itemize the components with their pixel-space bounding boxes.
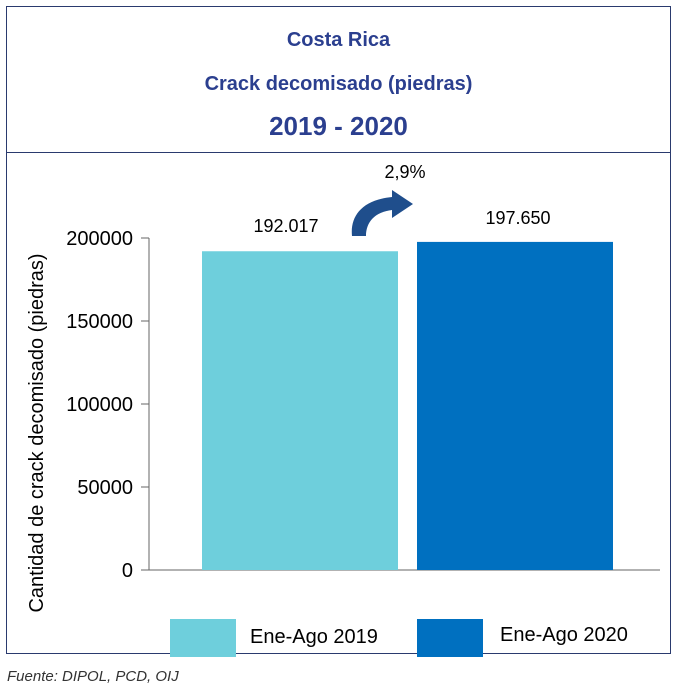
legend-label: Ene-Ago 2020 [500,624,628,646]
curved-arrow-icon [351,190,413,236]
y-tick-label: 150000 [66,311,133,333]
legend-swatch [170,619,236,657]
chart-legend: Ene-Ago 2019 Ene-Ago 2020 [170,619,628,657]
legend-label: Ene-Ago 2019 [250,626,378,648]
y-tick-label: 0 [122,560,133,582]
bar-value-label: 197.650 [485,208,550,228]
chart-subject-title: Crack decomisado (piedras) [204,73,473,95]
chart-country-title: Costa Rica [286,29,391,51]
chart-bars [202,241,613,571]
chart-value-labels: 192.017 197.650 [253,208,550,236]
y-axis-label: Cantidad de crack decomisado (piedras) [26,253,48,612]
legend-swatch [417,619,483,657]
bar-2 [417,241,613,570]
chart-period-title: 2019 - 2020 [269,111,408,141]
chart-header: Costa Rica Crack decomisado (piedras) 20… [7,7,670,153]
change-percent-label: 2,9% [384,162,425,182]
source-note: Fuente: DIPOL, PCD, OIJ [7,668,179,685]
bar-value-label: 192.017 [253,216,318,236]
y-tick-label: 100000 [66,394,133,416]
bar-1 [202,251,398,571]
change-indicator: 2,9% [351,162,426,236]
y-tick-label: 200000 [66,228,133,250]
y-tick-label: 50000 [77,477,133,499]
